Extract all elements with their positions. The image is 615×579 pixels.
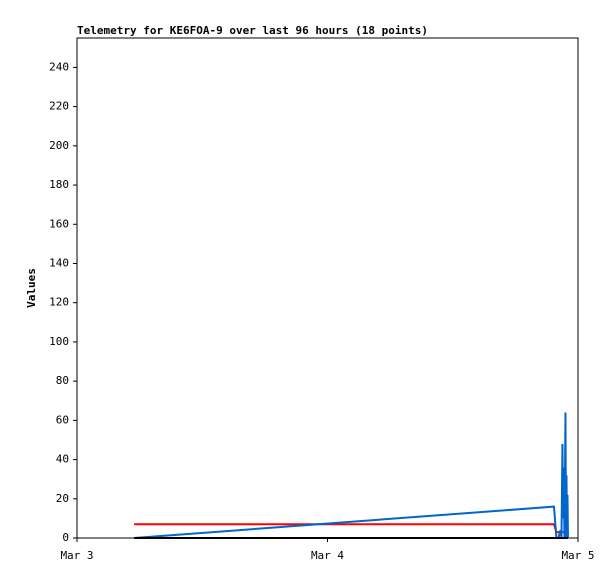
- y-tick-label: 200: [49, 139, 69, 152]
- x-tick-label: Mar 4: [311, 549, 344, 562]
- y-tick-label: 220: [49, 100, 69, 113]
- y-tick-label: 100: [49, 335, 69, 348]
- x-tick-label: Mar 5: [561, 549, 594, 562]
- y-axis-label: Values: [25, 268, 38, 308]
- y-tick-label: 0: [62, 531, 69, 544]
- y-tick-label: 180: [49, 178, 69, 191]
- y-tick-label: 240: [49, 60, 69, 73]
- y-tick-label: 80: [56, 374, 69, 387]
- y-tick-label: 120: [49, 296, 69, 309]
- y-tick-label: 160: [49, 217, 69, 230]
- x-tick-label: Mar 3: [60, 549, 93, 562]
- y-tick-label: 20: [56, 492, 69, 505]
- y-tick-label: 60: [56, 413, 69, 426]
- chart-title: Telemetry for KE6FOA-9 over last 96 hour…: [77, 24, 428, 37]
- y-tick-label: 40: [56, 453, 69, 466]
- series-line: [134, 412, 569, 539]
- series-line: [134, 523, 568, 534]
- y-tick-label: 140: [49, 256, 69, 269]
- plot-frame: [76, 37, 579, 539]
